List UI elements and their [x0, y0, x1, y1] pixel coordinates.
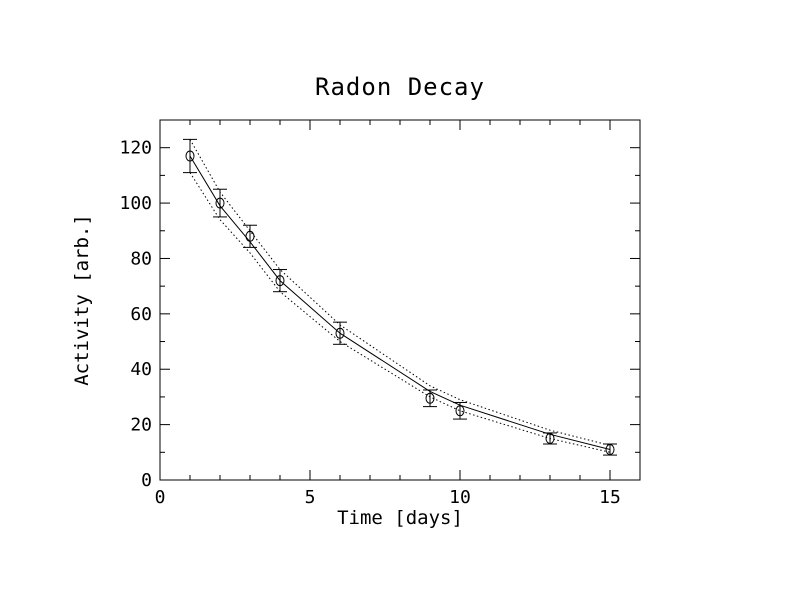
error-bar: [183, 138, 197, 174]
y-tick-labels: 0 20 40 60 80 100 120: [119, 138, 152, 491]
x-tick-label: 0: [155, 487, 166, 508]
y-tick-label: 80: [130, 248, 152, 269]
y-tick-label: 0: [141, 470, 152, 491]
error-bar: [453, 401, 467, 420]
data-point: [275, 275, 285, 287]
data-point: [605, 444, 615, 456]
fit-line: [189, 155, 611, 450]
y-tick-label: 20: [130, 415, 152, 436]
error-bar: [423, 389, 437, 408]
error-bar: [603, 443, 617, 456]
y-tick-label: 40: [130, 359, 152, 380]
error-bar: [273, 269, 287, 293]
data-point: [545, 432, 555, 444]
x-tick-label: 10: [449, 487, 471, 508]
x-tick-label: 5: [305, 487, 316, 508]
error-bars: [183, 138, 617, 456]
plot-frame: [159, 119, 641, 481]
data-point: [215, 197, 225, 209]
data-point: [245, 230, 255, 242]
confidence-upper-line: [189, 139, 611, 446]
error-bar: [543, 432, 557, 445]
data-points: [185, 150, 615, 456]
error-bar: [213, 188, 227, 218]
data-point: [335, 327, 345, 339]
x-axis-label: Time [days]: [337, 507, 463, 529]
chart-series: [189, 139, 611, 453]
data-point: [425, 392, 435, 404]
confidence-lower-line: [189, 172, 611, 453]
y-axis-label: Activity [arb.]: [71, 214, 93, 386]
y-tick-label: 100: [119, 193, 152, 214]
axis-ticks: [159, 119, 641, 481]
error-bar: [243, 224, 257, 248]
y-tick-label: 120: [119, 138, 152, 159]
x-tick-label: 15: [599, 487, 621, 508]
error-bar: [333, 321, 347, 345]
data-point: [455, 405, 465, 417]
y-tick-label: 60: [130, 304, 152, 325]
x-tick-labels: 0 5 10 15: [155, 487, 621, 508]
data-point: [185, 150, 195, 162]
chart-title: Radon Decay: [315, 73, 485, 101]
